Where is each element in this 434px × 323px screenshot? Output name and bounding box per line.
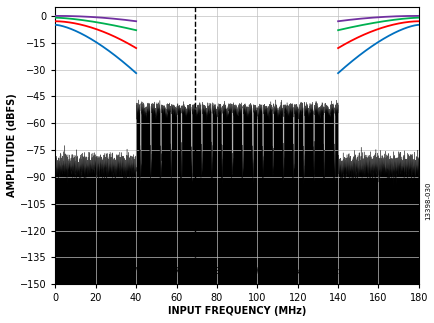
- Y-axis label: AMPLITUDE (dBFS): AMPLITUDE (dBFS): [7, 94, 17, 197]
- Text: 13398-030: 13398-030: [424, 181, 431, 220]
- X-axis label: INPUT FREQUENCY (MHz): INPUT FREQUENCY (MHz): [168, 306, 306, 316]
- Text: VDR DUAL REAL MODE: TUNING WORD = ¼fₛ (92 MHz): VDR DUAL REAL MODE: TUNING WORD = ¼fₛ (9…: [132, 267, 341, 276]
